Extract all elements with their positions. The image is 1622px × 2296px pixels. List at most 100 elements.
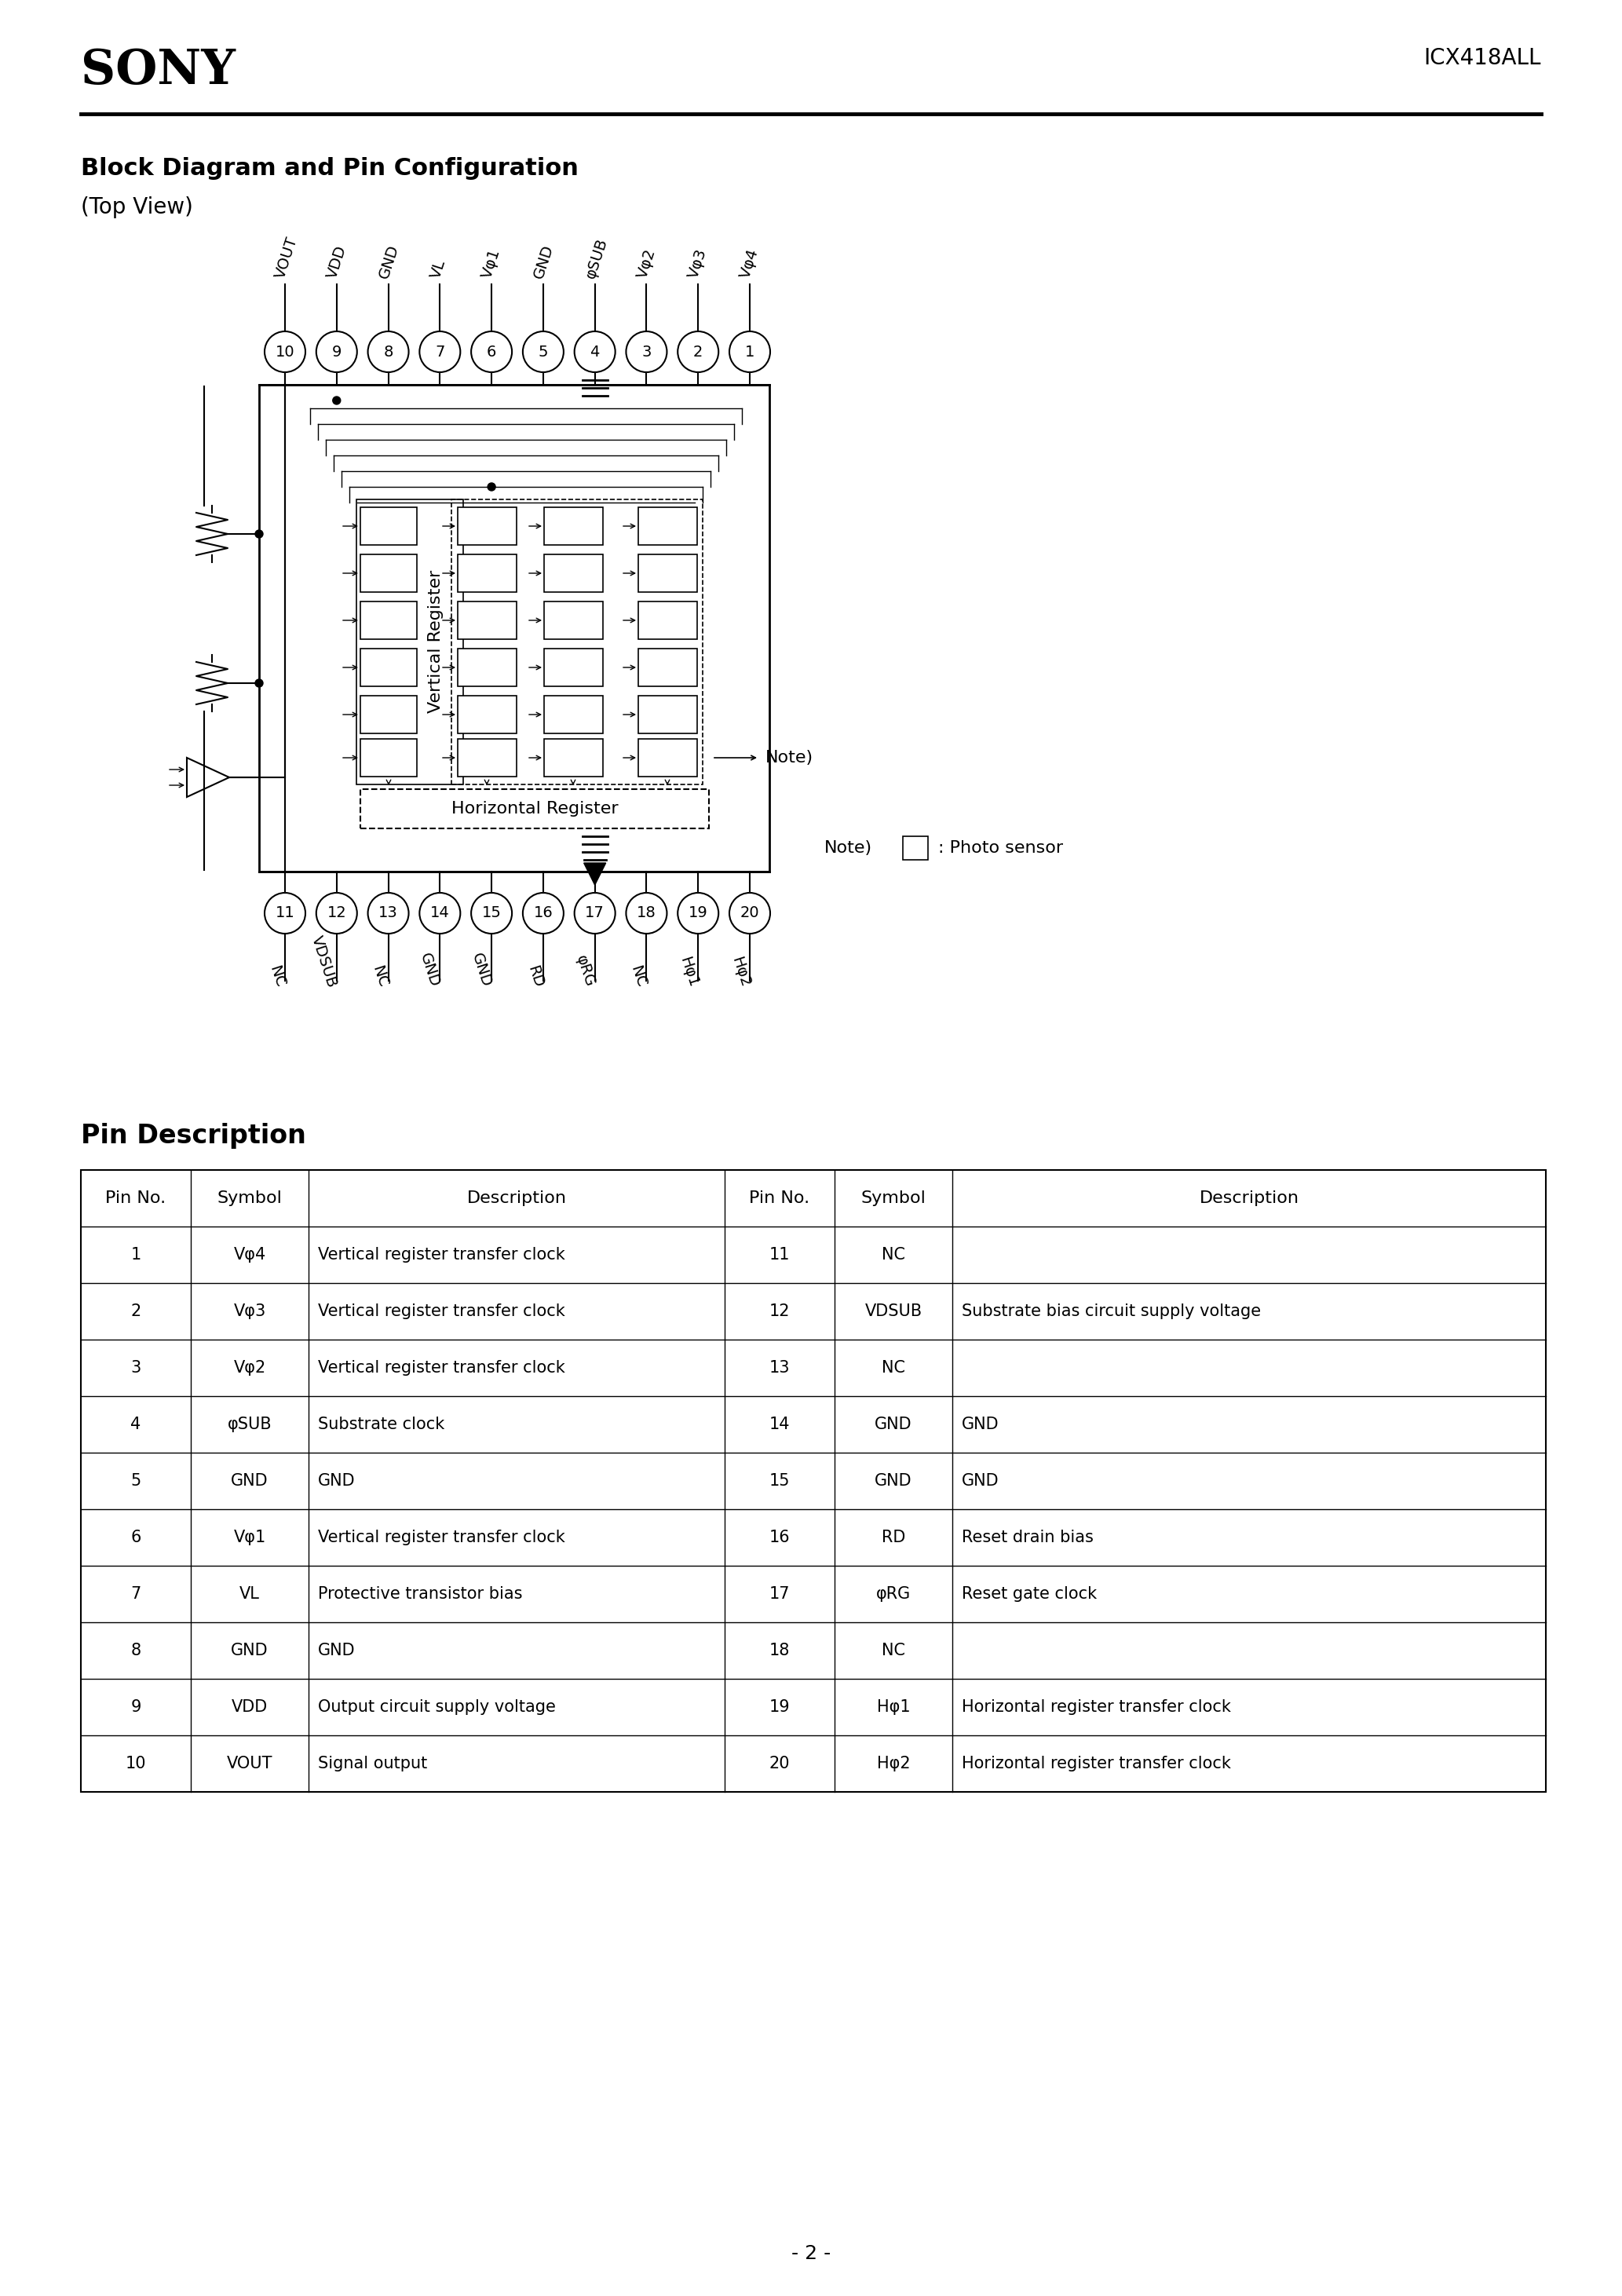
- Text: GND: GND: [376, 243, 401, 280]
- Text: 16: 16: [534, 905, 553, 921]
- Text: Reset drain bias: Reset drain bias: [962, 1529, 1093, 1545]
- Bar: [543, 647, 603, 687]
- Text: Description: Description: [467, 1189, 566, 1205]
- Text: 15: 15: [769, 1474, 790, 1488]
- Circle shape: [316, 331, 357, 372]
- Text: 14: 14: [430, 905, 449, 921]
- Text: 2: 2: [131, 1304, 141, 1320]
- Text: φRG: φRG: [573, 953, 597, 990]
- Text: 10: 10: [125, 1756, 146, 1773]
- Text: 3: 3: [131, 1359, 141, 1375]
- Text: NC: NC: [882, 1359, 905, 1375]
- Text: 7: 7: [131, 1587, 141, 1603]
- Circle shape: [522, 331, 563, 372]
- Text: GND: GND: [874, 1417, 912, 1433]
- Text: 13: 13: [378, 905, 397, 921]
- Text: VOUT: VOUT: [272, 234, 300, 280]
- Text: 9: 9: [333, 344, 342, 358]
- Text: Substrate clock: Substrate clock: [318, 1417, 444, 1433]
- Text: - 2 -: - 2 -: [792, 2243, 830, 2264]
- Text: 11: 11: [769, 1247, 790, 1263]
- Circle shape: [470, 331, 513, 372]
- Text: Vertical register transfer clock: Vertical register transfer clock: [318, 1359, 564, 1375]
- Bar: [543, 507, 603, 544]
- Circle shape: [420, 331, 461, 372]
- Text: Horizontal Register: Horizontal Register: [451, 801, 618, 817]
- Bar: [639, 507, 697, 544]
- Text: Symbol: Symbol: [217, 1189, 282, 1205]
- Bar: [360, 553, 417, 592]
- Text: Vφ4: Vφ4: [234, 1247, 266, 1263]
- Text: Horizontal register transfer clock: Horizontal register transfer clock: [962, 1699, 1231, 1715]
- Bar: [543, 602, 603, 638]
- Text: GND: GND: [230, 1642, 268, 1658]
- Text: VL: VL: [240, 1587, 260, 1603]
- Text: Note): Note): [766, 751, 814, 765]
- Circle shape: [368, 331, 409, 372]
- Text: (Top View): (Top View): [81, 195, 193, 218]
- Text: NC: NC: [882, 1247, 905, 1263]
- Text: Signal output: Signal output: [318, 1756, 427, 1773]
- Text: 3: 3: [642, 344, 652, 358]
- Bar: [260, 386, 769, 872]
- Text: 8: 8: [383, 344, 393, 358]
- Text: GND: GND: [318, 1642, 355, 1658]
- Text: Hφ2: Hφ2: [728, 955, 753, 990]
- Text: GND: GND: [318, 1474, 355, 1488]
- Text: Vφ2: Vφ2: [234, 1359, 266, 1375]
- Circle shape: [730, 893, 770, 934]
- Bar: [451, 501, 702, 785]
- Text: 12: 12: [328, 905, 347, 921]
- Bar: [457, 507, 516, 544]
- Text: Block Diagram and Pin Configuration: Block Diagram and Pin Configuration: [81, 156, 579, 179]
- Text: Vφ2: Vφ2: [634, 248, 659, 280]
- Circle shape: [333, 397, 341, 404]
- Text: VDD: VDD: [324, 243, 349, 280]
- Text: GND: GND: [230, 1474, 268, 1488]
- Text: φSUB: φSUB: [227, 1417, 272, 1433]
- Bar: [543, 696, 603, 732]
- Text: 7: 7: [435, 344, 444, 358]
- Bar: [639, 647, 697, 687]
- Text: 5: 5: [131, 1474, 141, 1488]
- Circle shape: [678, 893, 719, 934]
- Text: 16: 16: [769, 1529, 790, 1545]
- Text: Pin No.: Pin No.: [105, 1189, 165, 1205]
- Text: Substrate bias circuit supply voltage: Substrate bias circuit supply voltage: [962, 1304, 1260, 1320]
- Circle shape: [626, 893, 667, 934]
- Text: 6: 6: [130, 1529, 141, 1545]
- Text: Vφ3: Vφ3: [234, 1304, 266, 1320]
- Circle shape: [316, 893, 357, 934]
- Bar: [360, 739, 417, 776]
- Text: NC: NC: [266, 964, 287, 990]
- Text: 4: 4: [131, 1417, 141, 1433]
- Text: GND: GND: [874, 1474, 912, 1488]
- Text: GND: GND: [962, 1474, 999, 1488]
- Text: 4: 4: [590, 344, 600, 358]
- Bar: [639, 553, 697, 592]
- Text: Hφ1: Hφ1: [676, 955, 701, 990]
- Text: φRG: φRG: [876, 1587, 912, 1603]
- Text: 1: 1: [131, 1247, 141, 1263]
- Text: RD: RD: [524, 964, 545, 990]
- Text: 11: 11: [276, 905, 295, 921]
- Text: VDSUB: VDSUB: [865, 1304, 923, 1320]
- Text: Description: Description: [1199, 1189, 1299, 1205]
- Text: VOUT: VOUT: [227, 1756, 272, 1773]
- Text: Vertical register transfer clock: Vertical register transfer clock: [318, 1304, 564, 1320]
- Bar: [457, 696, 516, 732]
- Text: 19: 19: [688, 905, 707, 921]
- Bar: [360, 696, 417, 732]
- Text: φSUB: φSUB: [582, 236, 610, 280]
- Text: NC: NC: [628, 964, 649, 990]
- Text: Vertical Register: Vertical Register: [428, 569, 443, 714]
- Bar: [457, 602, 516, 638]
- Text: 19: 19: [769, 1699, 790, 1715]
- Text: Vφ1: Vφ1: [480, 248, 503, 280]
- Text: Hφ1: Hφ1: [878, 1699, 910, 1715]
- Bar: [543, 739, 603, 776]
- Bar: [457, 647, 516, 687]
- Text: Output circuit supply voltage: Output circuit supply voltage: [318, 1699, 556, 1715]
- Text: Vφ3: Vφ3: [686, 248, 710, 280]
- Text: GND: GND: [532, 243, 556, 280]
